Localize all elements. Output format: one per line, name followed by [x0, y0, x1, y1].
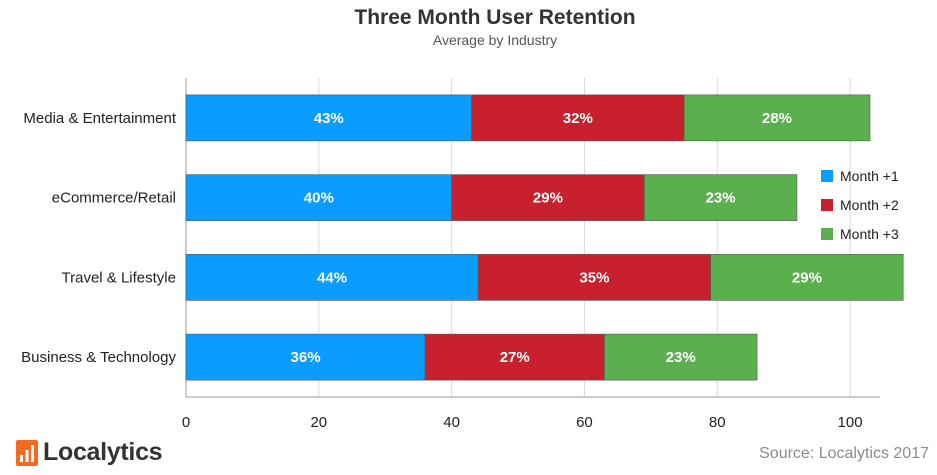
category-label: Travel & Lifestyle — [62, 269, 177, 286]
category-label: Media & Entertainment — [23, 110, 176, 127]
legend-label: Month +3 — [840, 226, 899, 242]
localytics-bars-icon — [16, 439, 38, 466]
bar-segment — [683, 94, 871, 142]
x-tick-label: 80 — [709, 414, 726, 431]
legend-swatch — [821, 199, 833, 211]
logo-text: Localytics — [43, 438, 163, 466]
bar-value-label: 32% — [563, 110, 593, 127]
x-tick-label: 60 — [576, 414, 593, 431]
bar-value-label: 27% — [500, 349, 530, 366]
chart-title: Three Month User Retention — [354, 6, 636, 29]
bar-segment — [710, 254, 904, 301]
legend-swatch — [821, 228, 833, 240]
bar-segment — [185, 174, 452, 221]
bar-segment — [604, 333, 758, 381]
localytics-logo: Localytics — [16, 438, 163, 467]
bar-value-label: 28% — [762, 110, 792, 127]
legend-label: Month +1 — [840, 168, 899, 184]
bar-segment — [185, 333, 426, 381]
x-tick-label: 0 — [182, 414, 190, 431]
bar-segment — [471, 94, 685, 142]
bar-value-label: 43% — [314, 110, 344, 127]
bar-segment — [643, 174, 798, 221]
source-note: Source: Localytics 2017 — [759, 445, 929, 462]
legend-swatch — [821, 170, 833, 182]
x-tick-label: 20 — [310, 414, 327, 431]
bar-value-label: 23% — [666, 349, 696, 366]
category-label: Business & Technology — [21, 349, 176, 366]
legend-label: Month +2 — [840, 197, 899, 213]
bar-segment — [451, 174, 645, 221]
bar-value-label: 29% — [792, 269, 822, 286]
x-tick-label: 40 — [443, 414, 460, 431]
bar-value-label: 40% — [304, 190, 334, 207]
bar-value-label: 23% — [706, 190, 736, 207]
chart-subtitle: Average by Industry — [432, 32, 558, 48]
bar-value-label: 29% — [533, 190, 563, 207]
bar-value-label: 36% — [291, 349, 321, 366]
bar-segment — [477, 254, 711, 301]
bar-segment — [424, 333, 605, 381]
category-label: eCommerce/Retail — [52, 190, 176, 207]
bar-segment — [185, 254, 479, 301]
bar-value-label: 44% — [317, 269, 347, 286]
bar-value-label: 35% — [579, 269, 609, 286]
x-tick-label: 100 — [838, 414, 863, 431]
